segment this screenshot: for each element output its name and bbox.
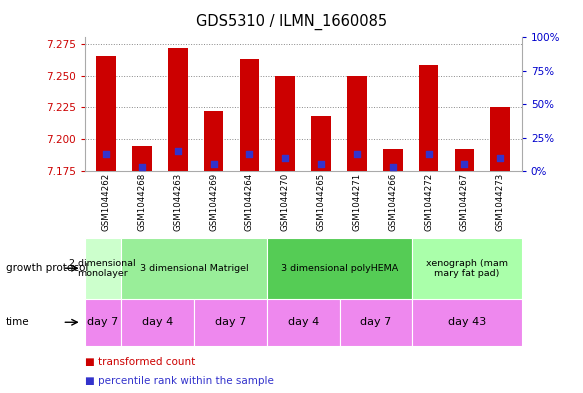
Text: xenograph (mam
mary fat pad): xenograph (mam mary fat pad) <box>426 259 508 278</box>
Bar <box>347 75 367 171</box>
Bar <box>412 238 522 299</box>
Text: 3 dimensional Matrigel: 3 dimensional Matrigel <box>139 264 248 273</box>
Bar <box>96 57 116 171</box>
Text: GSM1044270: GSM1044270 <box>281 173 290 231</box>
Point <box>101 151 111 157</box>
Text: growth protocol: growth protocol <box>6 263 88 273</box>
Bar <box>455 149 475 171</box>
Bar <box>311 116 331 171</box>
Bar <box>266 238 412 299</box>
Bar <box>121 299 194 346</box>
Bar <box>203 111 223 171</box>
Text: GSM1044263: GSM1044263 <box>173 173 182 231</box>
Text: day 4: day 4 <box>142 317 173 327</box>
Point <box>317 161 326 167</box>
Text: day 7: day 7 <box>215 317 246 327</box>
Bar <box>168 48 188 171</box>
Bar <box>419 65 438 171</box>
Point <box>388 164 398 170</box>
Bar <box>266 299 339 346</box>
Text: GSM1044264: GSM1044264 <box>245 173 254 231</box>
Bar <box>383 149 403 171</box>
Text: GSM1044265: GSM1044265 <box>317 173 325 231</box>
Text: day 4: day 4 <box>287 317 319 327</box>
Bar <box>132 145 152 171</box>
Point <box>424 151 433 157</box>
Text: day 7: day 7 <box>87 317 118 327</box>
Text: time: time <box>6 317 30 327</box>
Bar <box>194 299 266 346</box>
Text: 2 dimensional
monolayer: 2 dimensional monolayer <box>69 259 136 278</box>
Text: GDS5310 / ILMN_1660085: GDS5310 / ILMN_1660085 <box>196 14 387 30</box>
Text: ■ transformed count: ■ transformed count <box>85 358 195 367</box>
Point <box>460 161 469 167</box>
Point <box>496 154 505 161</box>
Text: GSM1044268: GSM1044268 <box>138 173 146 231</box>
Bar <box>85 238 121 299</box>
Text: 3 dimensional polyHEMA: 3 dimensional polyHEMA <box>281 264 398 273</box>
Text: GSM1044272: GSM1044272 <box>424 173 433 231</box>
Text: ■ percentile rank within the sample: ■ percentile rank within the sample <box>85 376 273 386</box>
Text: GSM1044271: GSM1044271 <box>352 173 361 231</box>
Text: GSM1044267: GSM1044267 <box>460 173 469 231</box>
Text: GSM1044266: GSM1044266 <box>388 173 397 231</box>
Text: day 43: day 43 <box>448 317 486 327</box>
Bar <box>85 299 121 346</box>
Text: GSM1044273: GSM1044273 <box>496 173 505 231</box>
Text: GSM1044269: GSM1044269 <box>209 173 218 231</box>
Point <box>245 151 254 157</box>
Point <box>137 164 146 170</box>
Point <box>209 161 218 167</box>
Point <box>173 148 182 154</box>
Point <box>280 154 290 161</box>
Bar <box>412 299 522 346</box>
Bar <box>275 75 295 171</box>
Bar <box>121 238 266 299</box>
Bar <box>490 107 510 171</box>
Text: day 7: day 7 <box>360 317 392 327</box>
Bar <box>339 299 412 346</box>
Text: GSM1044262: GSM1044262 <box>101 173 111 231</box>
Point <box>352 151 361 157</box>
Bar <box>240 59 259 171</box>
